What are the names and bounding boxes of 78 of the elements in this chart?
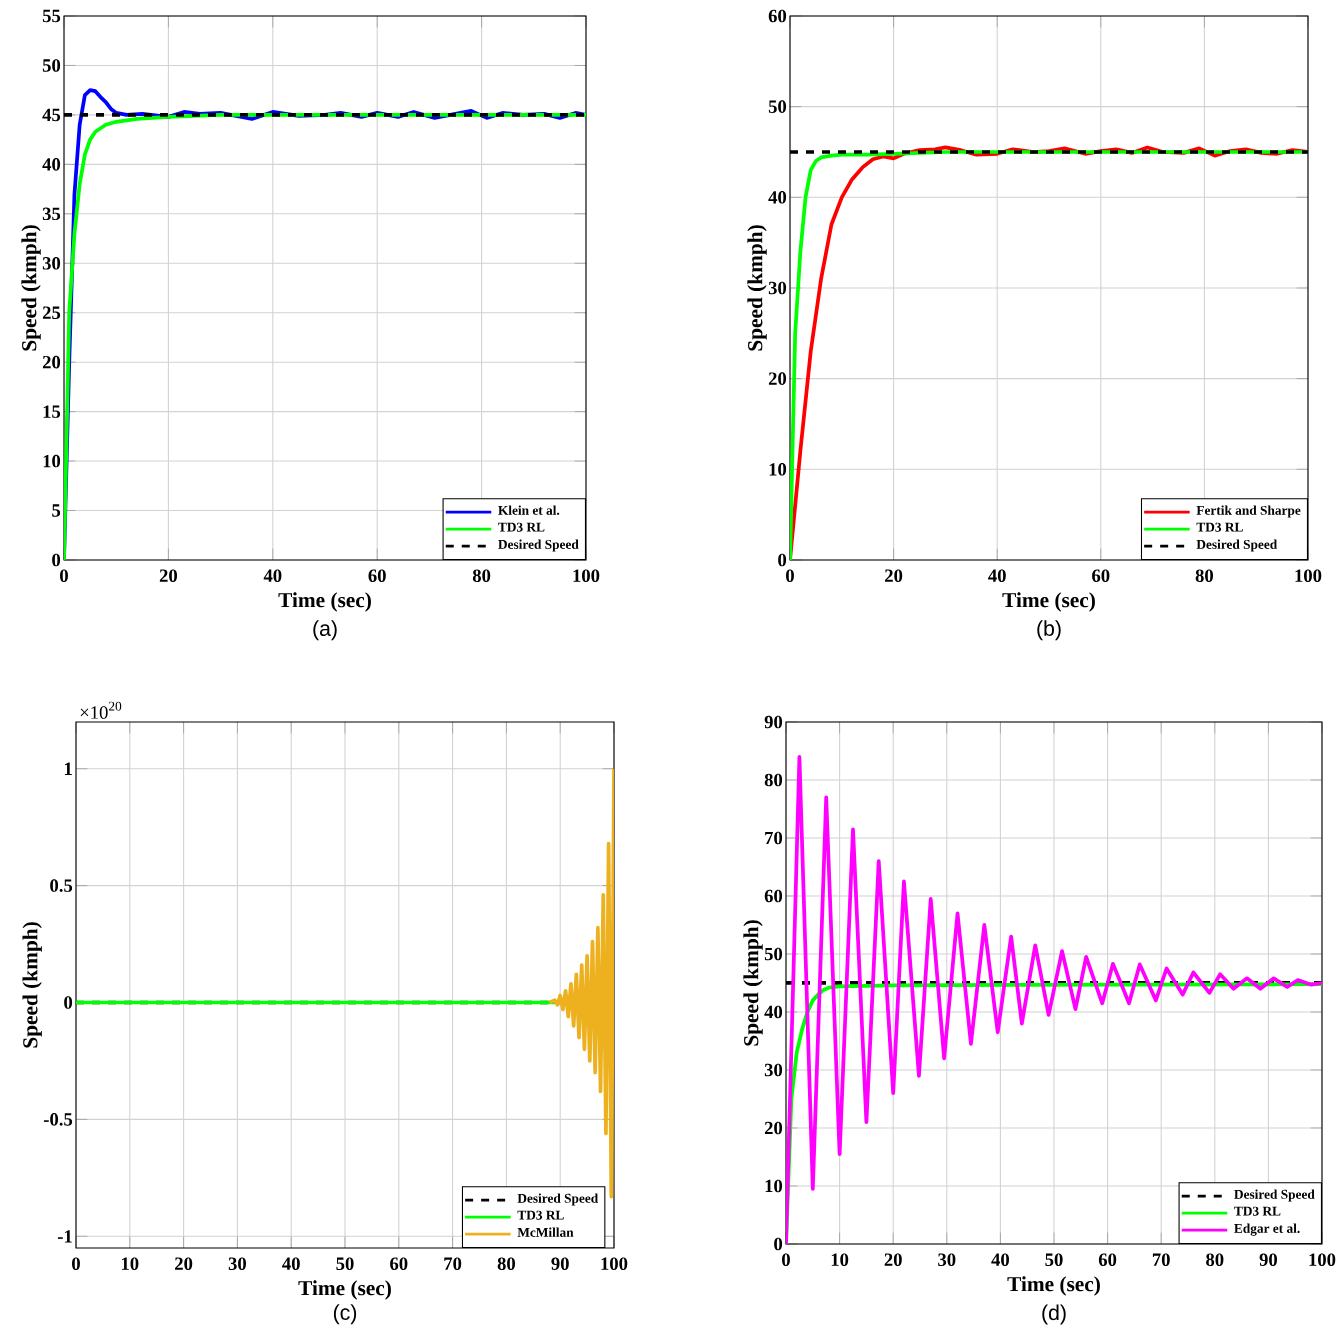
y-tick-label: 45 <box>42 108 61 122</box>
x-tick-label: 70 <box>1152 1253 1170 1266</box>
x-tick-label: 80 <box>472 569 491 582</box>
y-tick-label: 60 <box>768 9 787 23</box>
x-tick-label: 80 <box>1195 569 1214 582</box>
y-tick-label: -1 <box>57 1230 72 1243</box>
x-tick-label: 20 <box>175 1257 193 1270</box>
x-tick-label: 80 <box>497 1257 516 1270</box>
y-tick-label: 50 <box>768 100 787 113</box>
y-axis-title: Speed (kmph) <box>747 225 767 351</box>
x-tick-label: 20 <box>159 569 178 582</box>
line-series <box>786 754 1322 1244</box>
x-tick-label: 50 <box>336 1257 354 1270</box>
y-tick-label: 30 <box>764 1063 783 1077</box>
x-tick-label: 20 <box>885 569 903 582</box>
x-tick-label: 60 <box>368 569 386 582</box>
x-axis-title: Time (sec) <box>1002 592 1095 612</box>
y-tick-label: 90 <box>764 715 783 729</box>
x-axis-title: Time (sec) <box>278 592 371 612</box>
y-tick-label: 80 <box>764 773 783 787</box>
y-tick-label: 0.5 <box>50 879 73 892</box>
y-tick-label: 0 <box>52 553 61 567</box>
x-tick-label: 100 <box>1309 1253 1336 1266</box>
x-tick-label: 40 <box>988 569 1006 582</box>
text: ×10$^{20}$ <box>80 701 122 719</box>
y-tick-label: 25 <box>42 306 61 319</box>
x-tick-label: 100 <box>573 569 600 582</box>
x-tick-label: 50 <box>1045 1253 1063 1266</box>
y-tick-label: 1 <box>64 762 72 775</box>
y-tick-label: 0 <box>64 996 73 1009</box>
text: (d) <box>1042 1304 1066 1325</box>
x-tick-label: 70 <box>444 1257 462 1270</box>
x-axis-title: Time (sec) <box>1007 1276 1100 1296</box>
text: (b) <box>1037 620 1061 641</box>
y-tick-label: 35 <box>42 207 61 221</box>
y-tick-label: 40 <box>768 191 787 204</box>
text: (a) <box>313 620 337 641</box>
x-tick-label: 60 <box>1098 1253 1117 1266</box>
x-tick-label: 10 <box>121 1257 139 1270</box>
y-tick-label: 60 <box>764 889 783 903</box>
y-tick-label: 30 <box>42 256 61 270</box>
text: (c) <box>333 1304 357 1325</box>
x-tick-label: 10 <box>831 1253 849 1266</box>
y-tick-label: 0 <box>774 1237 783 1251</box>
x-tick-label: 40 <box>263 569 282 582</box>
y-axis-title: Speed (kmph) <box>22 922 42 1048</box>
y-tick-label: 30 <box>768 281 787 295</box>
y-tick-label: 10 <box>765 1179 783 1193</box>
x-tick-label: 30 <box>938 1253 956 1266</box>
x-tick-label: 80 <box>1206 1253 1224 1266</box>
x-tick-label: 40 <box>282 1257 300 1270</box>
y-tick-label: 50 <box>764 947 783 961</box>
x-tick-label: 20 <box>884 1253 902 1266</box>
x-tick-label: 100 <box>1295 569 1322 582</box>
y-tick-label: 40 <box>764 1005 783 1019</box>
y-tick-label: -0.5 <box>43 1113 73 1126</box>
y-tick-label: 20 <box>42 355 61 369</box>
x-tick-label: 90 <box>1259 1253 1278 1266</box>
x-axis-title: Time (sec) <box>298 1280 391 1300</box>
y-tick-label: 15 <box>43 405 61 418</box>
x-tick-label: 30 <box>228 1257 247 1270</box>
y-axis-title: Speed (kmph) <box>743 920 763 1046</box>
y-tick-label: 20 <box>764 1121 783 1135</box>
y-tick-label: 10 <box>43 454 61 468</box>
y-tick-label: 0 <box>778 553 787 567</box>
y-axis-title: Speed (kmph) <box>21 225 41 351</box>
x-tick-label: 100 <box>601 1257 628 1270</box>
y-tick-label: 20 <box>768 372 787 385</box>
y-tick-label: 40 <box>42 158 61 171</box>
x-tick-label: 60 <box>1092 569 1110 582</box>
y-tick-label: 10 <box>769 463 787 476</box>
y-tick-label: 70 <box>765 831 783 845</box>
x-tick-label: 40 <box>991 1253 1010 1266</box>
y-tick-label: 5 <box>52 504 61 517</box>
x-tick-label: 90 <box>551 1257 569 1270</box>
y-tick-label: 55 <box>42 9 61 23</box>
y-tick-label: 50 <box>42 59 61 72</box>
x-tick-label: 60 <box>390 1257 408 1270</box>
